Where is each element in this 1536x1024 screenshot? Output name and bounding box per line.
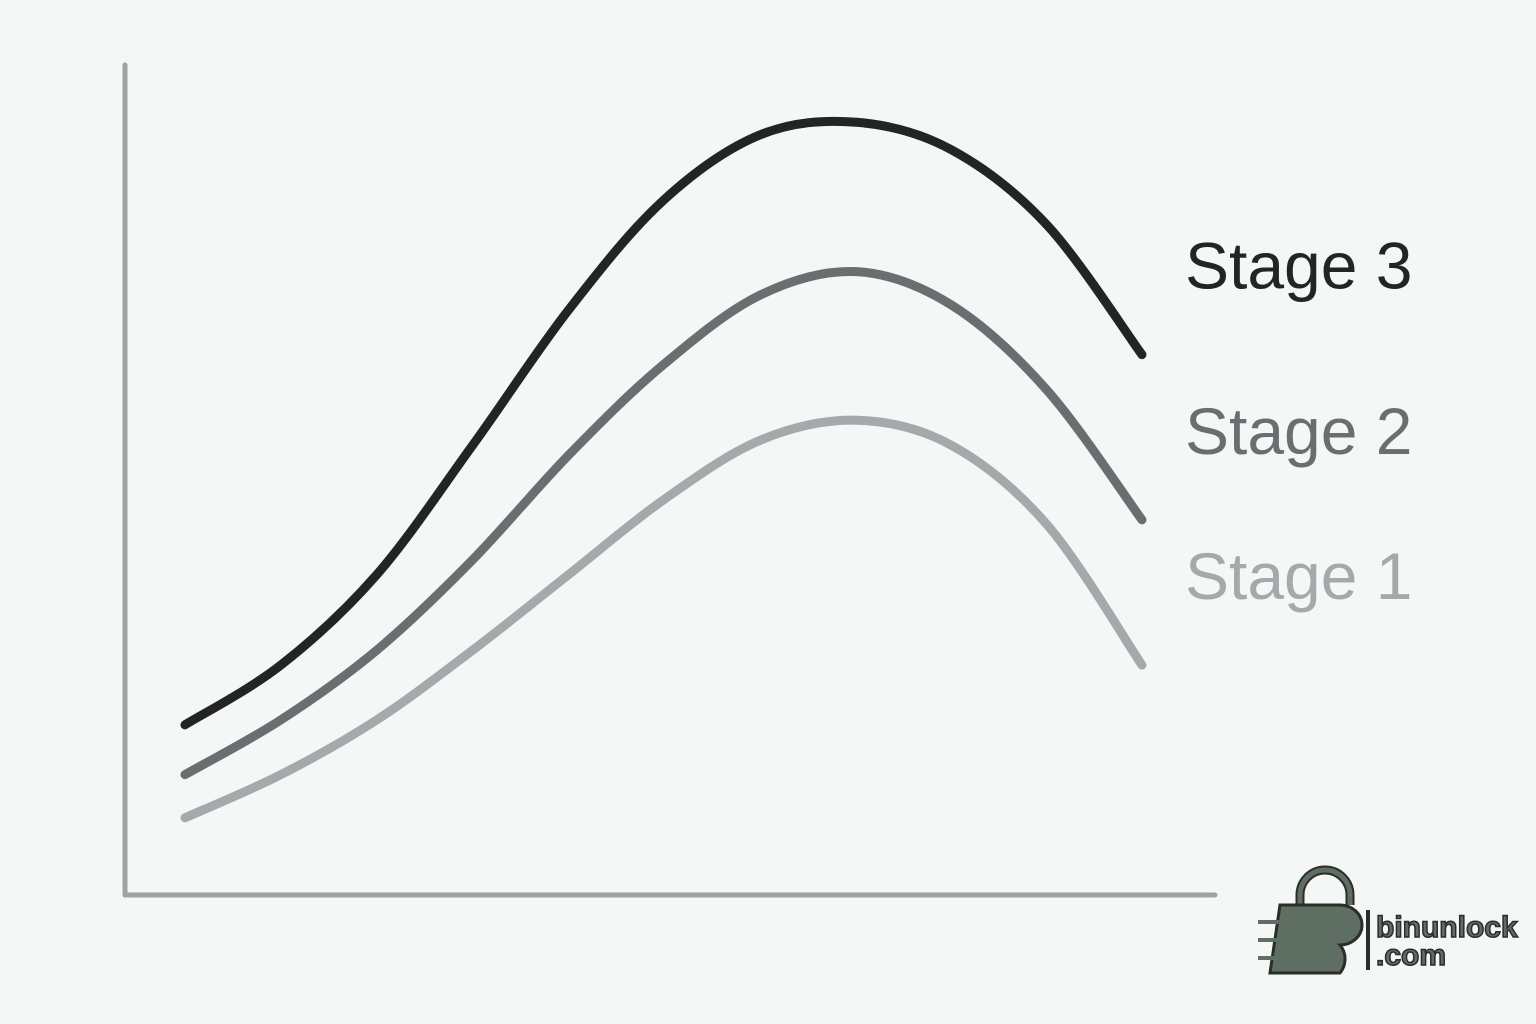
legend-label: Stage 2 xyxy=(1185,394,1413,468)
legend-label: Stage 3 xyxy=(1185,229,1413,303)
series-line xyxy=(180,116,1147,730)
series-line xyxy=(180,415,1147,823)
watermark: binunlock .com xyxy=(1258,865,1519,975)
series-line xyxy=(180,266,1147,780)
watermark-b xyxy=(1268,903,1364,975)
legend-label: Stage 1 xyxy=(1185,539,1413,613)
watermark-domain: .com xyxy=(1376,939,1446,972)
watermark-name: binunlock xyxy=(1376,911,1518,944)
watermark-lock-inner xyxy=(1297,867,1353,905)
